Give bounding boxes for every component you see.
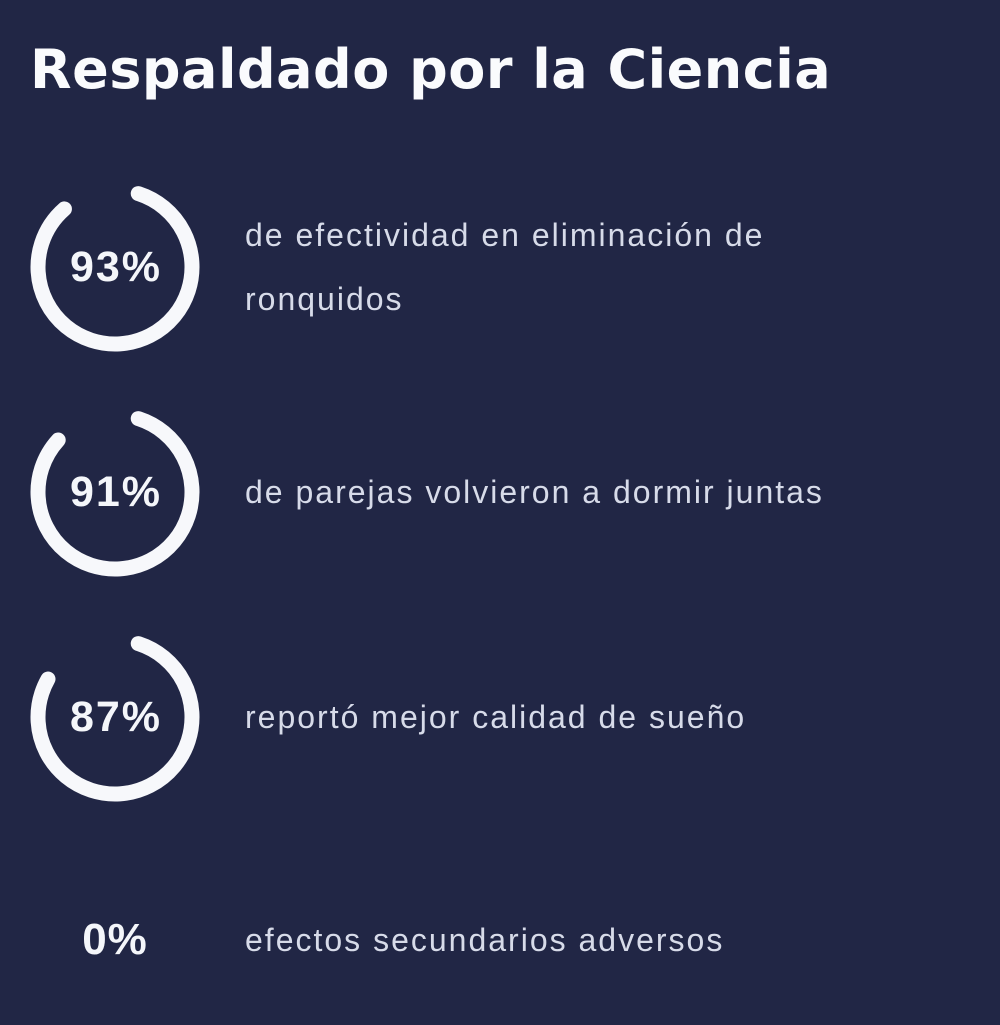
ring-arc-icon bbox=[30, 182, 200, 352]
stat-value: 87% bbox=[69, 692, 163, 741]
stat-row-effectiveness: 93% de efectividad en eliminación de ron… bbox=[30, 182, 970, 352]
progress-ring-91: 91% bbox=[30, 407, 200, 577]
stat-row-couples: 91% de parejas volvieron a dormir juntas bbox=[30, 407, 970, 577]
stat-value: 0% bbox=[82, 915, 148, 964]
stat-label: de parejas volvieron a dormir juntas bbox=[245, 474, 824, 510]
stat-value: 93% bbox=[69, 242, 163, 291]
stat-label: efectos secundarios adversos bbox=[245, 922, 725, 958]
ring-arc-icon bbox=[30, 632, 200, 802]
stat-label: reportó mejor calidad de sueño bbox=[245, 699, 747, 735]
progress-ring-87: 87% bbox=[30, 632, 200, 802]
stat-row-side-effects: 0% efectos secundarios adversos bbox=[30, 855, 970, 1025]
ring-arc-icon bbox=[30, 407, 200, 577]
progress-ring-93: 93% bbox=[30, 182, 200, 352]
stat-label: de efectividad en eliminación de ronquid… bbox=[245, 217, 765, 317]
page-title: Respaldado por la Ciencia bbox=[30, 38, 832, 101]
stat-row-sleep-quality: 87% reportó mejor calidad de sueño bbox=[30, 632, 970, 802]
infographic-canvas: { "colors": { "background": "#212645", "… bbox=[30, 38, 970, 964]
stat-value: 91% bbox=[69, 467, 163, 516]
